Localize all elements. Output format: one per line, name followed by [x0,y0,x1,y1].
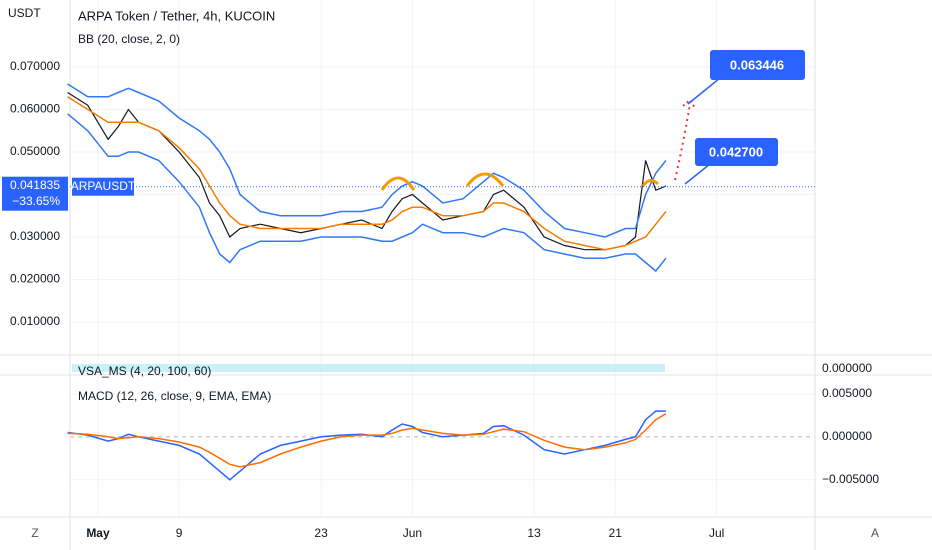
y-tick-label: 0.000000 [822,361,872,375]
series-line [67,410,666,481]
projection-arrow [674,103,691,181]
grid [70,0,815,517]
callout-pointer [687,77,721,105]
y-tick-label: 0.030000 [10,229,60,243]
indicator-title: MACD (12, 26, close, 9, EMA, EMA) [78,389,271,403]
y-tick-label: 0.010000 [10,314,60,328]
projection-arrowhead [682,98,696,109]
target-label: 0.042700 [709,144,763,159]
target-callout [695,138,778,166]
x-tick-label: Jun [403,526,422,540]
series-line [67,83,667,238]
x-tick-label: 21 [609,526,623,540]
y-tick-label: 0.000000 [822,429,872,443]
series-line [67,413,667,468]
pattern-arc [641,179,660,187]
y-tick-label: 0.020000 [10,272,60,286]
pattern-arc [380,176,416,191]
series-line [67,91,667,251]
y-tick-label: 0.070000 [10,59,60,73]
target-callout [710,50,805,80]
x-tick-label: Jul [709,526,724,540]
marks [67,83,815,481]
y-tick-label: −0.005000 [822,472,879,486]
indicator-title: BB (20, close, 2, 0) [78,32,180,46]
callout-pointer [684,163,711,185]
x-tick-label: 23 [314,526,328,540]
series-line [67,96,667,251]
x-tick-label: 9 [176,526,183,540]
y-tick-label: 0.060000 [10,102,60,116]
last-price: 0.041835 [10,178,60,192]
price-label-box [2,176,68,211]
series-line [67,113,667,273]
symbol-box [72,177,134,196]
x-tick-label: 13 [527,526,541,540]
symbol-label: ARPAUSDT [71,179,136,193]
y-axis-label: USDT [8,6,41,20]
target-label: 0.063446 [730,57,784,72]
button[interactable]: Z [31,526,38,540]
price-change: −33.65% [12,194,60,208]
labels: May 9 23 Jun 13 21 Jul 0.010000 0.020000 0.030000… [2,59,879,540]
chart-title: ARPA Token / Tether, 4h, KUCOIN [78,8,275,23]
button[interactable]: A [871,526,879,540]
x-tick-label: May [86,526,110,540]
y-tick-label: 0.005000 [822,386,872,400]
indicator-title: VSA_MS (4, 20, 100, 60) [78,364,211,378]
pattern-arc [465,172,505,187]
y-tick-label: 0.050000 [10,144,60,158]
vsa-strip [72,364,665,372]
